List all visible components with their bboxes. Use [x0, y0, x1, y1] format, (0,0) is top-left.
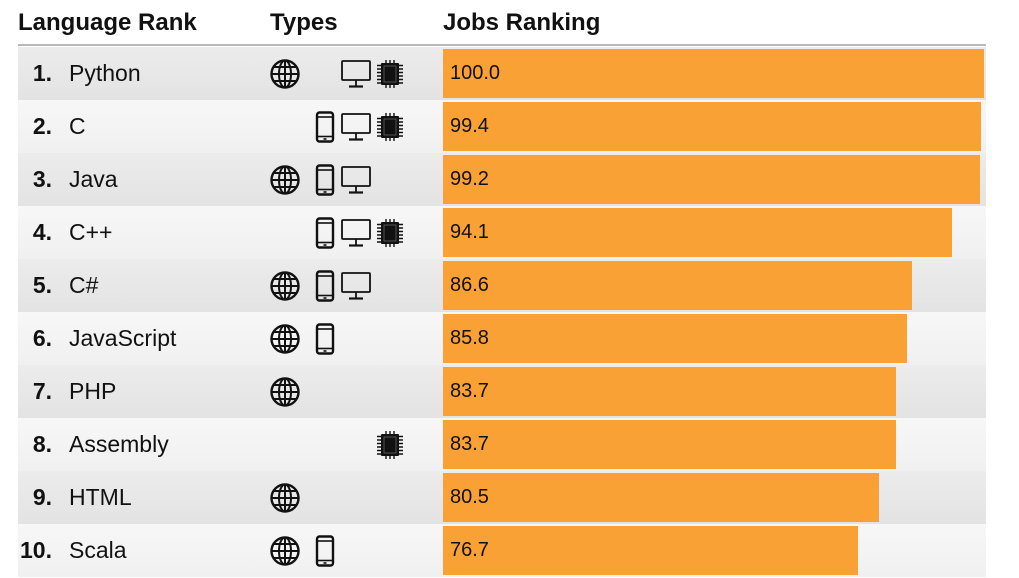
language-name: Scala: [69, 537, 127, 563]
table-row: 10. Scala 76.7: [18, 524, 986, 577]
desktop-icon: [339, 58, 373, 90]
rank-number: 1.: [32, 60, 52, 86]
bar-value-label: 83.7: [450, 433, 489, 455]
embedded-icon: [373, 429, 407, 461]
jobs-ranking-bar: [443, 155, 980, 204]
rank-number: 8.: [32, 431, 52, 457]
jobs-ranking-bar: [443, 420, 896, 469]
language-name: C#: [69, 272, 99, 298]
language-name: C++: [69, 219, 113, 245]
mobile-icon: [308, 217, 342, 249]
rank-number: 3.: [32, 166, 52, 192]
jobs-ranking-bar: [443, 261, 912, 310]
bar-value-label: 86.6: [450, 274, 489, 296]
table-row: 2. C 99.4: [18, 100, 986, 153]
web-icon: [268, 323, 302, 355]
rank-number: 6.: [32, 325, 52, 351]
language-name: HTML: [69, 484, 132, 510]
language-name: C: [69, 113, 86, 139]
bar-value-label: 83.7: [450, 380, 489, 402]
jobs-ranking-bar: [443, 49, 984, 98]
jobs-ranking-bar: [443, 526, 858, 575]
desktop-icon: [339, 164, 373, 196]
rank-number: 7.: [32, 378, 52, 404]
web-icon: [268, 376, 302, 408]
desktop-icon: [339, 270, 373, 302]
header-language-rank: Language Rank: [18, 9, 197, 36]
embedded-icon: [373, 58, 407, 90]
mobile-icon: [308, 164, 342, 196]
jobs-ranking-bar: [443, 102, 981, 151]
web-icon: [268, 164, 302, 196]
header-jobs-ranking: Jobs Ranking: [443, 9, 601, 36]
table-row: 8. Assembly 83.7: [18, 418, 986, 471]
header-types: Types: [270, 9, 338, 36]
language-name: JavaScript: [69, 325, 177, 351]
jobs-ranking-bar: [443, 367, 896, 416]
bar-value-label: 76.7: [450, 539, 489, 561]
language-name: Python: [69, 60, 141, 86]
rank-number: 2.: [32, 113, 52, 139]
rank-number: 5.: [32, 272, 52, 298]
table-row: 7. PHP 83.7: [18, 365, 986, 418]
bar-value-label: 94.1: [450, 221, 489, 243]
language-name: Assembly: [69, 431, 169, 457]
bar-value-label: 80.5: [450, 486, 489, 508]
jobs-ranking-bar: [443, 473, 879, 522]
jobs-ranking-bar: [443, 208, 952, 257]
table-row: 5. C# 86.6: [18, 259, 986, 312]
web-icon: [268, 58, 302, 90]
table-row: 9. HTML 80.5: [18, 471, 986, 524]
bar-value-label: 85.8: [450, 327, 489, 349]
desktop-icon: [339, 217, 373, 249]
embedded-icon: [373, 111, 407, 143]
web-icon: [268, 482, 302, 514]
language-name: Java: [69, 166, 118, 192]
table-row: 4. C++ 94.1: [18, 206, 986, 259]
rank-number: 10.: [20, 537, 52, 563]
embedded-icon: [373, 217, 407, 249]
bar-value-label: 99.2: [450, 168, 489, 190]
header-divider: [18, 44, 986, 46]
ranking-table: 1. Python 100.0 2. C 99.4 3. Java 99.2 4. C++ 94.1 5…: [18, 47, 986, 577]
mobile-icon: [308, 535, 342, 567]
language-name: PHP: [69, 378, 117, 404]
bar-value-label: 100.0: [450, 62, 501, 84]
web-icon: [268, 270, 302, 302]
table-row: 6. JavaScript 85.8: [18, 312, 986, 365]
jobs-ranking-bar: [443, 314, 907, 363]
table-row: 1. Python 100.0: [18, 47, 986, 100]
desktop-icon: [339, 111, 373, 143]
mobile-icon: [308, 270, 342, 302]
rank-number: 4.: [32, 219, 52, 245]
mobile-icon: [308, 323, 342, 355]
mobile-icon: [308, 111, 342, 143]
table-row: 3. Java 99.2: [18, 153, 986, 206]
rank-number: 9.: [32, 484, 52, 510]
bar-value-label: 99.4: [450, 115, 489, 137]
table-header: Language Rank Types Jobs Ranking: [0, 0, 1019, 46]
web-icon: [268, 535, 302, 567]
